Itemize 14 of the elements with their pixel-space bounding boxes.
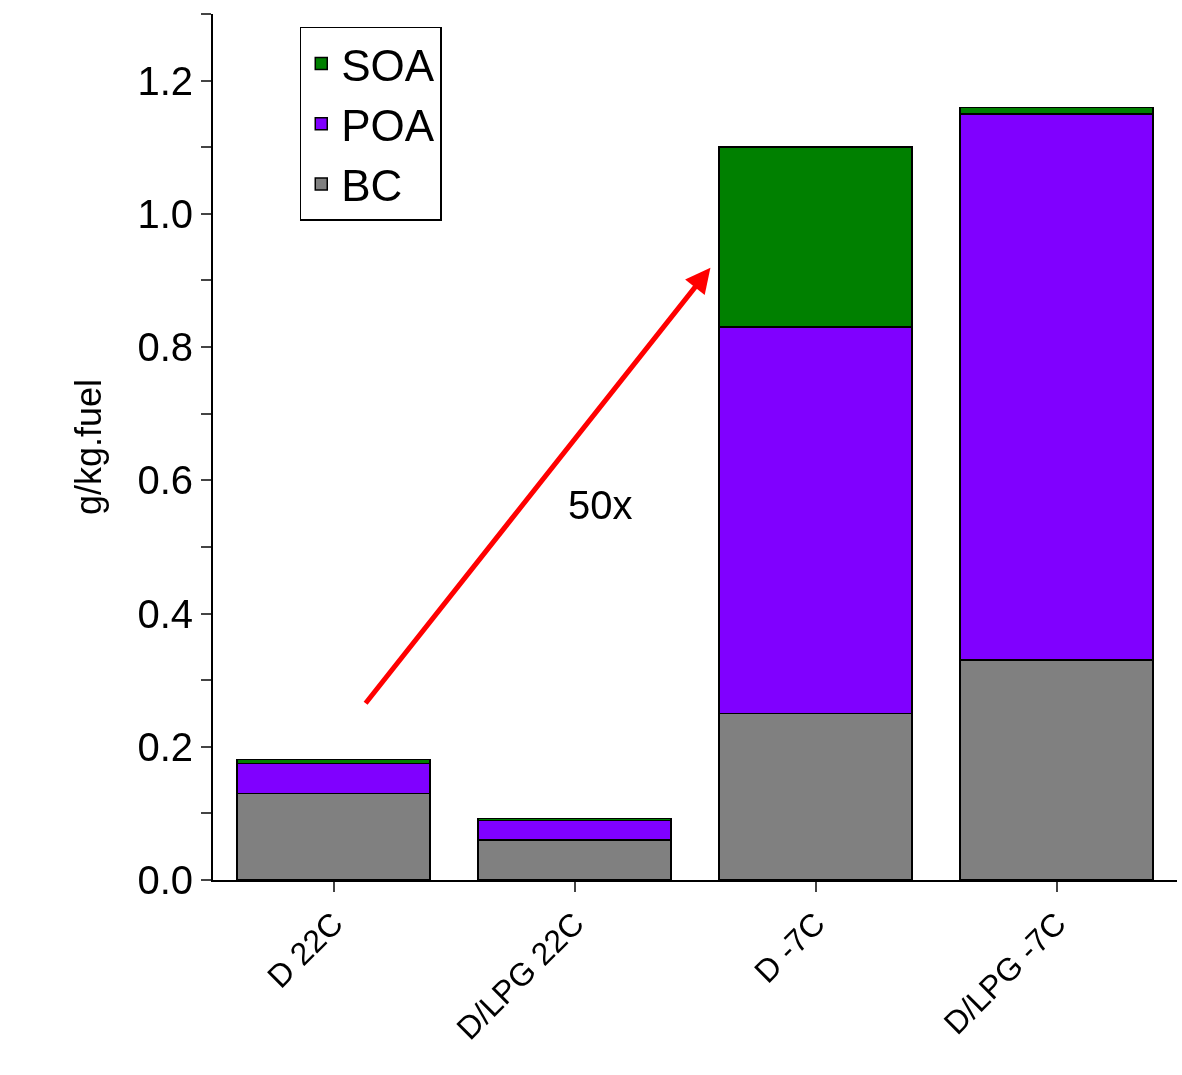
y-tick-label: 0.6 — [137, 458, 193, 503]
legend-label: POA — [341, 100, 435, 150]
y-axis-title: g/kg.fuel — [67, 378, 109, 516]
y-tick-label: 0.4 — [137, 591, 193, 636]
y-tick-label: 1.2 — [137, 58, 193, 103]
y-tick-label: 1.0 — [137, 191, 193, 236]
legend-label: SOA — [341, 40, 435, 90]
x-tick-label: D 22C — [260, 905, 350, 995]
legend-label: BC — [341, 161, 403, 211]
y-tick-label: 0.8 — [137, 325, 193, 370]
x-tick-label: D -7C — [747, 905, 832, 990]
y-tick-label: 0.0 — [137, 858, 193, 902]
y-tick-label: 0.2 — [137, 724, 193, 769]
annotation: 50x — [568, 483, 633, 527]
